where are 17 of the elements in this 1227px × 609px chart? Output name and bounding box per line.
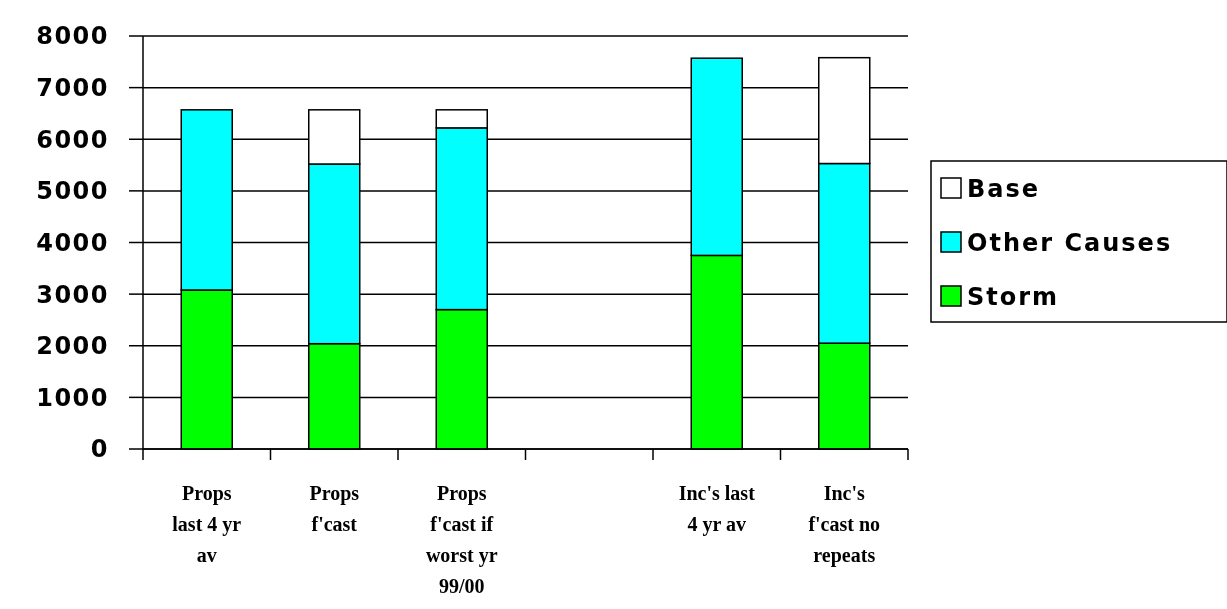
y-tick-label: 3000 [36, 280, 109, 309]
y-tick-label: 6000 [36, 125, 109, 154]
x-tick-label: Inc's last 4 yr av [678, 482, 756, 536]
y-tick-label: 8000 [36, 22, 109, 51]
x-tick-label: Props f'cast if worst yr 99/00 [425, 482, 498, 597]
x-tick-label: Props f'cast [309, 482, 360, 535]
y-tick-label: 7000 [36, 74, 109, 103]
y-tick-label: 5000 [36, 177, 109, 206]
y-tick-label: 0 [90, 435, 109, 464]
legend-label: Other Causes [967, 229, 1173, 258]
legend-label: Storm [967, 283, 1060, 312]
y-tick-label: 2000 [36, 332, 109, 361]
x-tick-label: Props last 4 yr av [172, 482, 242, 566]
legend-label: Base [967, 175, 1041, 204]
y-tick-label: 1000 [36, 383, 109, 412]
y-tick-label: 4000 [36, 228, 109, 257]
x-tick-label: Inc's f'cast no repeats [808, 482, 881, 567]
